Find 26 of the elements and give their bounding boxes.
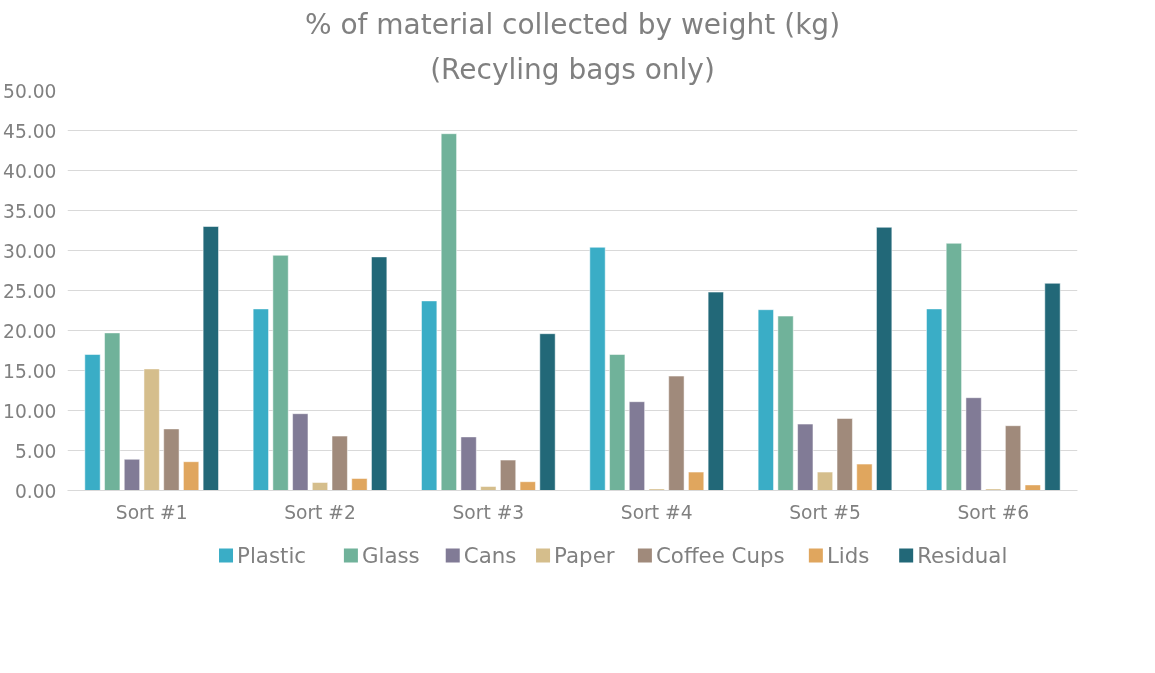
- y-tick-label: 20.00: [3, 320, 57, 342]
- legend-label: Cans: [463, 543, 517, 568]
- legend-label: Lids: [826, 543, 870, 568]
- y-tick-label: 50.00: [3, 80, 57, 102]
- y-tick-label: 45.00: [3, 120, 57, 142]
- x-tick-label: Sort #6: [957, 501, 1030, 523]
- y-tick-label: 5.00: [14, 440, 57, 462]
- y-tick-label: 25.00: [3, 280, 57, 302]
- x-tick-label: Sort #4: [620, 501, 693, 523]
- legend-label: Glass: [361, 543, 420, 568]
- y-tick-label: 30.00: [3, 240, 57, 262]
- y-tick-label: 35.00: [3, 200, 57, 222]
- x-tick-label: Sort #3: [452, 501, 525, 523]
- legend-label: Paper: [554, 543, 615, 568]
- chart-subtitle: (Recyling bags only): [430, 52, 715, 86]
- x-tick-label: Sort #5: [789, 501, 861, 523]
- y-tick-label: 15.00: [3, 360, 57, 382]
- x-tick-label: Sort #2: [284, 501, 356, 523]
- legend-label: Plastic: [237, 543, 307, 568]
- chart-title: % of material collected by weight (kg): [304, 7, 841, 41]
- y-tick-label: 40.00: [3, 160, 57, 182]
- y-tick-label: 10.00: [3, 400, 57, 422]
- y-tick-label: 0.00: [14, 480, 57, 502]
- legend-label: Coffee Cups: [655, 543, 785, 568]
- legend-label: Residual: [917, 543, 1008, 568]
- x-tick-label: Sort #1: [115, 501, 188, 523]
